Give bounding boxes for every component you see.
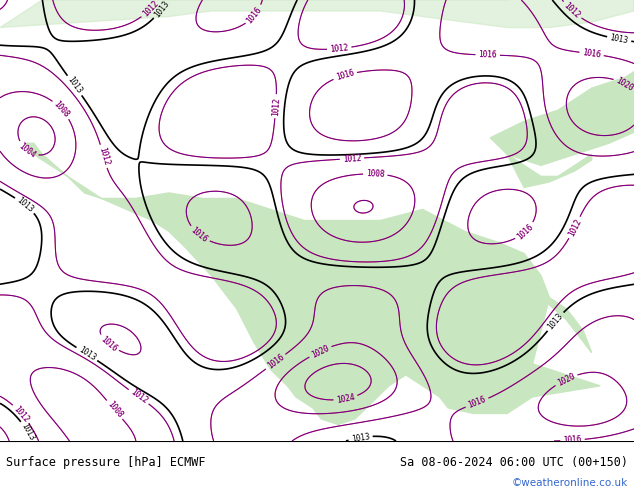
Text: 1016: 1016 [190,225,209,244]
Polygon shape [0,0,634,27]
Polygon shape [507,154,592,187]
Text: 1016: 1016 [245,5,264,25]
Text: 1016: 1016 [582,48,602,60]
Text: 1004: 1004 [17,141,37,160]
Text: 1016: 1016 [515,222,535,241]
Text: 1013: 1013 [546,312,565,332]
Text: 1024: 1024 [335,392,356,405]
Text: 1016: 1016 [335,68,355,82]
Polygon shape [490,66,634,165]
Text: 1008: 1008 [366,169,385,179]
Polygon shape [25,143,600,424]
Text: 1008: 1008 [105,400,124,420]
Text: 1016: 1016 [99,334,119,353]
Text: 1020: 1020 [310,343,330,360]
Text: 1012: 1012 [562,0,582,20]
Text: 1020: 1020 [614,75,634,93]
Text: 1013: 1013 [65,75,84,96]
Text: 1012: 1012 [12,404,30,424]
Text: 1012: 1012 [129,388,149,406]
Text: 1020: 1020 [614,75,634,93]
Text: 1008: 1008 [52,99,71,119]
Text: 1020: 1020 [556,371,576,388]
Text: 1013: 1013 [77,345,97,363]
Text: 1016: 1016 [478,50,497,60]
Text: 1012: 1012 [566,217,583,238]
Text: 1012: 1012 [330,43,349,54]
Text: 1008: 1008 [52,99,71,119]
Text: 1012: 1012 [566,217,583,238]
Text: 1012: 1012 [129,388,149,406]
Text: 1016: 1016 [99,334,119,353]
Text: 1012: 1012 [12,404,30,424]
Text: 1016: 1016 [478,50,497,60]
Text: ©weatheronline.co.uk: ©weatheronline.co.uk [512,478,628,488]
Text: 1016: 1016 [245,5,264,25]
Text: 1016: 1016 [515,222,535,241]
Text: 1008: 1008 [105,400,124,420]
Text: 1016: 1016 [335,68,355,82]
Text: 1012: 1012 [271,97,281,116]
Text: Surface pressure [hPa] ECMWF: Surface pressure [hPa] ECMWF [6,456,206,469]
Text: 1012: 1012 [97,146,110,167]
Text: 1012: 1012 [342,153,361,164]
Text: 1016: 1016 [563,435,582,445]
Text: 1020: 1020 [310,343,330,360]
Text: 1016: 1016 [467,395,488,410]
Text: 1012: 1012 [141,0,160,19]
Text: 1013: 1013 [609,33,629,46]
Text: Sa 08-06-2024 06:00 UTC (00+150): Sa 08-06-2024 06:00 UTC (00+150) [399,456,628,469]
Text: 1016: 1016 [563,435,582,445]
Text: 1012: 1012 [562,0,582,20]
Text: 1013: 1013 [153,0,171,19]
Text: 1012: 1012 [271,97,281,116]
Text: 1016: 1016 [266,352,286,371]
Text: 1012: 1012 [141,0,160,19]
Text: 1020: 1020 [556,371,576,388]
Text: 1016: 1016 [582,48,602,60]
Text: 1008: 1008 [366,169,385,179]
Text: 1012: 1012 [342,153,361,164]
Text: 1013: 1013 [19,422,36,442]
Polygon shape [533,287,592,353]
Text: 1013: 1013 [351,432,370,443]
Text: 1024: 1024 [335,392,356,405]
Text: 1016: 1016 [266,352,286,371]
Text: 1004: 1004 [17,141,37,160]
Text: 1016: 1016 [467,395,488,410]
Text: 1016: 1016 [190,225,209,244]
Text: 1012: 1012 [330,43,349,54]
Text: 1013: 1013 [15,196,35,214]
Text: 1012: 1012 [97,146,110,167]
